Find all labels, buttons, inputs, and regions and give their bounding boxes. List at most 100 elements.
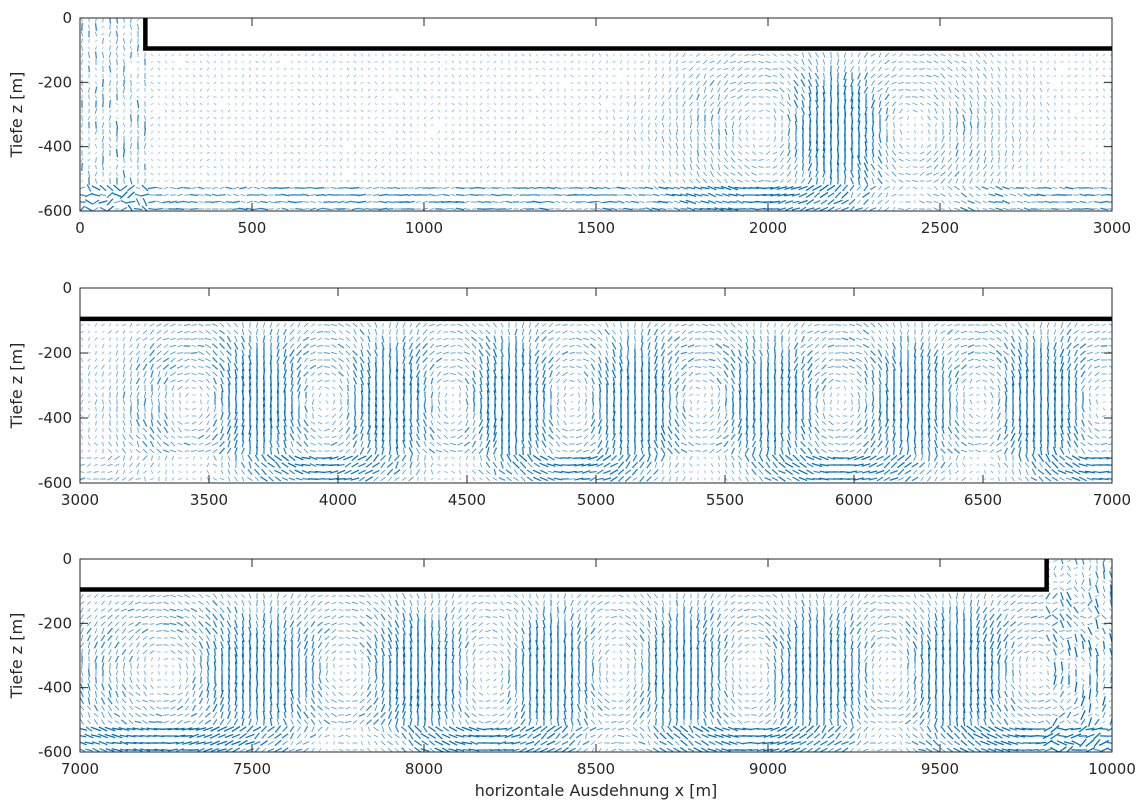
quiver-arrow	[415, 349, 421, 357]
quiver-arrow	[556, 53, 560, 57]
quiver-arrow	[512, 187, 520, 189]
quiver-arrow	[158, 172, 160, 176]
quiver-arrow	[658, 186, 668, 190]
quiver-arrow	[214, 67, 216, 71]
quiver-arrow	[302, 208, 310, 210]
quiver-arrow	[765, 145, 771, 147]
quiver-arrow	[815, 134, 819, 144]
quiver-arrow	[276, 179, 280, 183]
quiver-arrow	[771, 179, 779, 183]
quiver-arrow	[955, 80, 959, 86]
quiver-arrow	[661, 101, 665, 107]
quiver-arrow	[871, 142, 875, 150]
quiver-arrow	[175, 208, 185, 210]
quiver-arrow	[598, 95, 602, 99]
quiver-arrow	[605, 130, 609, 134]
quiver-arrow	[1004, 73, 1008, 79]
quiver-arrow	[192, 81, 196, 85]
quiver-arrow	[235, 102, 237, 106]
quiver-arrow	[707, 207, 717, 211]
quiver-arrow	[751, 74, 757, 78]
quiver-arrow	[905, 54, 911, 56]
quiver-arrow	[634, 95, 636, 99]
quiver-arrow	[164, 89, 168, 91]
quiver-arrow	[570, 74, 574, 78]
quiver-arrow	[109, 158, 111, 162]
quiver-arrow	[1088, 109, 1092, 113]
quiver-arrow	[450, 186, 456, 190]
quiver-arrow	[877, 73, 883, 79]
quiver-arrow	[283, 363, 287, 371]
quiver-arrow	[514, 166, 518, 168]
quiver-arrow	[464, 323, 470, 327]
quiver-arrow	[626, 136, 630, 142]
quiver-arrow	[751, 165, 757, 169]
quiver-arrow	[1095, 179, 1099, 183]
quiver-arrow	[108, 172, 112, 176]
quiver-arrow	[1004, 129, 1008, 135]
quiver-arrow	[346, 95, 350, 99]
quiver-arrow	[878, 128, 882, 136]
quiver-arrow	[352, 377, 358, 385]
quiver-arrow	[360, 179, 364, 183]
quiver-arrow	[184, 429, 190, 431]
quiver-arrow	[661, 136, 665, 142]
quiver-arrow	[1032, 61, 1036, 63]
quiver-arrow	[129, 177, 133, 185]
quiver-arrow	[912, 67, 918, 71]
quiver-arrow	[891, 101, 897, 107]
quiver-arrow	[500, 335, 504, 343]
quiver-arrow	[848, 198, 856, 206]
quiver-arrow	[500, 329, 504, 335]
quiver-arrow	[242, 60, 244, 64]
quiver-arrow	[1103, 144, 1105, 148]
quiver-arrow	[472, 145, 476, 147]
quiver-arrow	[416, 165, 420, 169]
quiver-arrow	[177, 379, 183, 383]
quiver-arrow	[151, 158, 153, 162]
quiver-arrow	[1005, 101, 1007, 107]
quiver-arrow	[165, 158, 167, 162]
quiver-arrow	[409, 461, 413, 469]
quiver-arrow	[170, 323, 176, 327]
quiver-arrow	[863, 86, 869, 94]
quiver-arrow	[962, 150, 966, 156]
quiver-arrow	[605, 144, 609, 148]
quiver-arrow	[514, 88, 518, 92]
quiver-arrow	[261, 454, 267, 462]
quiver-arrow	[241, 151, 245, 155]
quiver-arrow	[101, 337, 105, 341]
quiver-arrow	[471, 364, 477, 370]
quiver-arrow	[912, 172, 918, 176]
quiver-arrow	[317, 442, 323, 446]
quiver-arrow	[81, 421, 83, 425]
quiver-arrow	[605, 165, 609, 169]
quiver-arrow	[191, 330, 197, 334]
quiver-arrow	[479, 158, 483, 162]
quiver-arrow	[80, 87, 84, 93]
quiver-arrow	[311, 158, 315, 162]
quiver-arrow	[459, 407, 461, 411]
quiver-arrow	[582, 200, 590, 204]
quiver-arrow	[898, 158, 904, 162]
quiver-arrow	[658, 200, 668, 204]
quiver-arrow	[844, 66, 846, 72]
quiver-arrow	[135, 419, 141, 427]
quiver-arrow	[234, 369, 238, 379]
quiver-arrow	[919, 96, 925, 98]
quiver-arrow	[723, 73, 729, 79]
quiver-arrow	[1088, 95, 1092, 99]
quiver-arrow	[919, 172, 925, 176]
quiver-arrow	[472, 434, 476, 440]
quiver-arrow	[227, 419, 231, 427]
quiver-arrow	[1046, 136, 1050, 142]
quiver-arrow	[162, 357, 170, 363]
quiver-arrow	[346, 81, 350, 85]
quiver-arrow	[360, 433, 364, 441]
quiver-arrow	[871, 148, 875, 158]
quiver-arrow	[212, 337, 218, 341]
quiver-arrow	[1039, 53, 1043, 57]
quiver-arrow	[1102, 74, 1106, 78]
quiver-arrow	[905, 89, 911, 91]
quiver-arrow	[673, 186, 681, 190]
